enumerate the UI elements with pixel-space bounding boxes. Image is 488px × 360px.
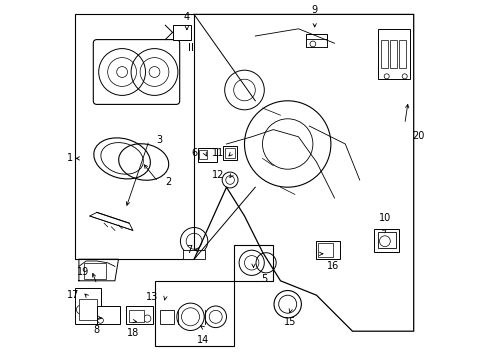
Text: 12: 12 [212,170,224,180]
Bar [233,245,273,281]
Bar [316,241,339,259]
Bar [172,25,190,40]
Bar [75,14,194,259]
Bar [97,306,120,324]
Bar [377,29,409,79]
Bar [75,288,101,324]
Bar [197,148,217,162]
Bar [79,299,97,320]
Bar [223,146,237,160]
Bar [373,229,399,252]
Bar [305,39,326,47]
Text: 20: 20 [411,131,424,141]
Text: 3: 3 [156,135,162,145]
Bar [199,150,206,159]
Text: 8: 8 [94,325,100,335]
Text: 13: 13 [145,292,158,302]
Text: 9: 9 [311,5,317,15]
Text: 18: 18 [126,328,139,338]
Bar [318,243,332,257]
Text: 7: 7 [185,245,192,255]
Bar [183,250,204,259]
Bar [377,232,395,248]
Text: 14: 14 [197,335,209,345]
Text: 15: 15 [284,317,296,327]
Text: 16: 16 [326,261,338,271]
Text: 6: 6 [191,148,197,158]
Text: 11: 11 [212,148,224,158]
Bar [160,310,174,324]
Text: 5: 5 [260,274,266,284]
Text: 4: 4 [183,12,189,22]
Text: 2: 2 [165,177,171,187]
Bar [224,148,235,158]
Bar [381,40,387,68]
Text: 17: 17 [66,290,79,300]
Bar [84,263,106,279]
Bar [125,306,152,324]
Bar [399,40,406,68]
Text: 1: 1 [67,153,73,163]
Text: 19: 19 [77,267,89,277]
FancyBboxPatch shape [93,40,179,104]
Bar [389,40,397,68]
Bar [305,34,326,47]
Bar [129,310,143,322]
Text: 10: 10 [378,213,390,223]
Bar [154,281,233,346]
